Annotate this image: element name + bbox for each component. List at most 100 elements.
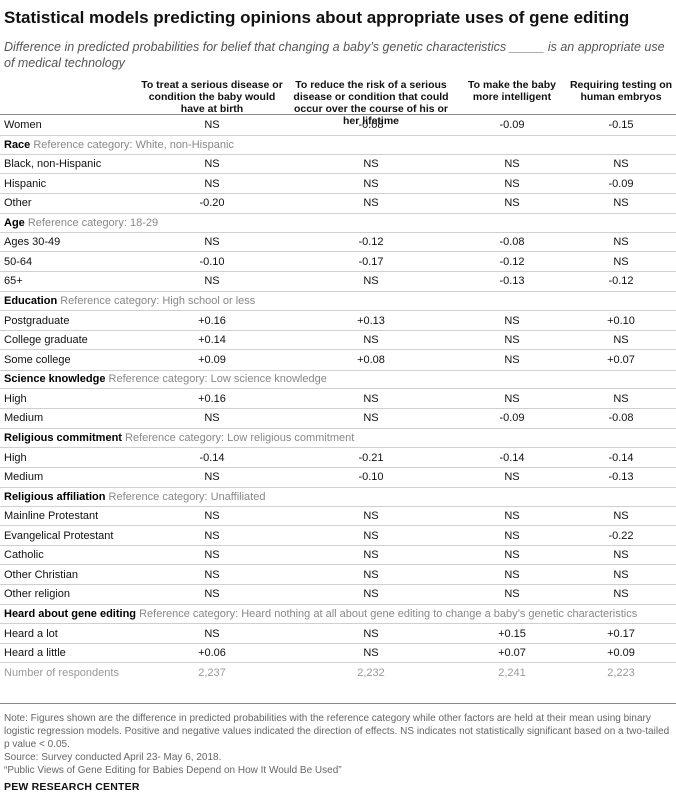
- table-cell: +0.13: [357, 315, 385, 327]
- table-cell: -0.17: [358, 256, 384, 268]
- table-cell: NS: [504, 334, 520, 346]
- table-cell: -0.10: [199, 256, 225, 268]
- table-cell: -0.10: [358, 471, 384, 483]
- section-reference: Reference category: High school or less: [60, 295, 256, 307]
- row-divider: [0, 291, 676, 292]
- respondents-count: 2,241: [498, 667, 526, 679]
- row-divider: [0, 271, 676, 272]
- row-divider: [0, 310, 676, 311]
- row-label: 50-64: [4, 256, 33, 268]
- row-divider: [0, 388, 676, 389]
- row-label: Catholic: [4, 549, 44, 561]
- table-cell: NS: [363, 197, 379, 209]
- table-cell: NS: [204, 549, 220, 561]
- row-divider: [0, 506, 676, 507]
- table-cell: NS: [504, 197, 520, 209]
- table-cell: NS: [613, 158, 629, 170]
- table-cell: -0.13: [608, 471, 634, 483]
- row-divider: [0, 525, 676, 526]
- table-cell: +0.07: [498, 647, 526, 659]
- table-cell: -0.21: [358, 452, 384, 464]
- section-name: Age: [4, 217, 25, 229]
- respondents-count: 2,237: [198, 667, 226, 679]
- row-divider: [0, 193, 676, 194]
- table-cell: NS: [363, 588, 379, 600]
- table-cell: +0.08: [357, 354, 385, 366]
- table-cell: NS: [613, 197, 629, 209]
- row-divider: [0, 428, 676, 429]
- table-cell: -0.14: [199, 452, 225, 464]
- column-header: Requiring testing on human embryos: [569, 79, 673, 103]
- table-cell: +0.16: [198, 393, 226, 405]
- table-cell: +0.17: [607, 628, 635, 640]
- section-name: Religious commitment: [4, 432, 122, 444]
- section-reference: Reference category: Unaffiliated: [108, 491, 266, 503]
- table-cell: NS: [504, 471, 520, 483]
- row-label: Other religion: [4, 588, 71, 600]
- row-label: College graduate: [4, 334, 88, 346]
- row-divider: [0, 232, 676, 233]
- table-cell: +0.06: [198, 647, 226, 659]
- respondents-label: Number of respondents: [4, 667, 119, 679]
- row-divider: [0, 564, 676, 565]
- section-name: Education: [4, 295, 58, 307]
- table-cell: -0.14: [499, 452, 525, 464]
- table-cell: NS: [613, 569, 629, 581]
- table-cell: -0.08: [358, 119, 384, 131]
- table-cell: +0.15: [498, 628, 526, 640]
- table-cell: +0.10: [607, 315, 635, 327]
- table-cell: NS: [204, 510, 220, 522]
- row-label: Heard a lot: [4, 628, 58, 640]
- table-cell: NS: [504, 354, 520, 366]
- row-divider: [0, 370, 676, 371]
- table-cell: +0.07: [607, 354, 635, 366]
- section-heading: Religious commitment Reference category:…: [4, 432, 354, 445]
- table-cell: NS: [204, 119, 220, 131]
- table-cell: NS: [204, 236, 220, 248]
- table-cell: NS: [363, 393, 379, 405]
- row-divider: [0, 604, 676, 605]
- row-label: Hispanic: [4, 178, 47, 190]
- row-label: Medium: [4, 471, 44, 483]
- table-cell: NS: [613, 588, 629, 600]
- table-cell: -0.09: [608, 178, 634, 190]
- row-label: High: [4, 393, 27, 405]
- table-cell: NS: [504, 569, 520, 581]
- row-divider: [0, 349, 676, 350]
- row-divider: [0, 213, 676, 214]
- row-divider: [0, 408, 676, 409]
- table-cell: NS: [613, 393, 629, 405]
- row-label: Other: [4, 197, 32, 209]
- table-cell: NS: [504, 549, 520, 561]
- column-header: To make the baby more intelligent: [468, 79, 556, 103]
- page-title: Statistical models predicting opinions a…: [4, 8, 630, 27]
- section-name: Religious affiliation: [4, 491, 106, 503]
- section-heading: Science knowledge Reference category: Lo…: [4, 373, 327, 386]
- table-cell: NS: [204, 471, 220, 483]
- row-label: Some college: [4, 354, 71, 366]
- page-subtitle: Difference in predicted probabilities fo…: [4, 40, 665, 70]
- table-cell: NS: [204, 158, 220, 170]
- table-cell: +0.16: [198, 315, 226, 327]
- table-cell: NS: [204, 530, 220, 542]
- respondents-count: 2,223: [607, 667, 635, 679]
- row-divider: [0, 330, 676, 331]
- table-cell: -0.12: [499, 256, 525, 268]
- respondents-count: 2,232: [357, 667, 385, 679]
- row-divider: [0, 173, 676, 174]
- table-cell: NS: [363, 275, 379, 287]
- table-cell: -0.12: [608, 275, 634, 287]
- section-heading: Heard about gene editing Reference categ…: [4, 608, 637, 621]
- row-label: 65+: [4, 275, 23, 287]
- row-label: Other Christian: [4, 569, 78, 581]
- table-cell: NS: [204, 588, 220, 600]
- table-cell: NS: [363, 510, 379, 522]
- table-cell: NS: [613, 236, 629, 248]
- row-label: Black, non-Hispanic: [4, 158, 102, 170]
- row-divider: [0, 487, 676, 488]
- table-cell: NS: [204, 628, 220, 640]
- row-divider: [0, 623, 676, 624]
- row-divider: [0, 643, 676, 644]
- table-cell: NS: [204, 275, 220, 287]
- source-text: Source: Survey conducted April 23- May 6…: [4, 752, 222, 763]
